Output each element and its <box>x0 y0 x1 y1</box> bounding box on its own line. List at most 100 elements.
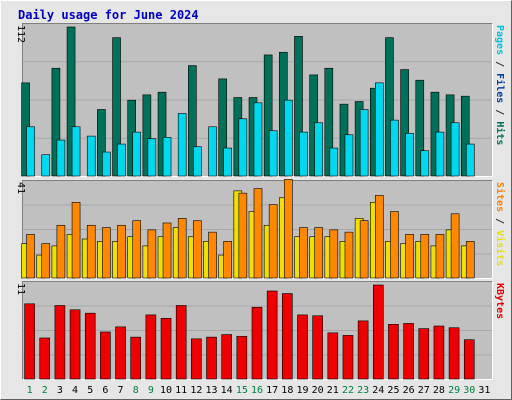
bar-sites-day-5 <box>86 224 96 279</box>
x-tick-label: 23 <box>357 385 369 396</box>
bar-pages-day-3 <box>56 139 66 177</box>
bar-hits-day-4 <box>66 26 76 177</box>
bar-pages-day-9 <box>147 138 157 177</box>
bar-sites-day-22 <box>344 231 354 279</box>
panel-hits-files-pages: 112 Pages / Files / Hits <box>15 23 506 177</box>
bar-kbytes-day-26 <box>403 323 414 380</box>
x-tick-label: 29 <box>448 385 460 396</box>
bar-pages-day-30 <box>465 143 475 177</box>
bar-kbytes-day-25 <box>388 324 399 380</box>
x-tick-label: 1 <box>27 385 33 396</box>
bar-hits-day-12 <box>188 65 197 177</box>
x-tick-label: 21 <box>327 385 339 396</box>
bar-kbytes-day-20 <box>312 315 323 380</box>
bar-kbytes-day-5 <box>84 312 96 380</box>
bar-sites-day-21 <box>329 229 339 279</box>
legend-entry: Visits <box>494 230 506 266</box>
bar-kbytes-day-29 <box>448 327 460 380</box>
bar-kbytes-day-7 <box>115 326 126 380</box>
legend-entry: KBytes <box>494 283 505 319</box>
bar-sites-day-6 <box>102 227 111 279</box>
x-tick-label: 7 <box>118 385 124 396</box>
bar-kbytes-day-24 <box>372 284 384 380</box>
bar-pages-day-1 <box>26 126 35 177</box>
x-tick-label: 13 <box>205 385 217 396</box>
bar-sites-day-26 <box>405 234 414 279</box>
x-tick-label: 15 <box>236 385 248 396</box>
bar-hits-day-17 <box>263 54 273 177</box>
bar-pages-day-22 <box>344 134 354 177</box>
bar-sites-day-9 <box>147 229 157 279</box>
bar-sites-day-23 <box>359 220 369 279</box>
bar-pages-day-25 <box>390 119 399 177</box>
bar-pages-day-24 <box>374 82 384 177</box>
x-tick-label: 28 <box>433 385 445 396</box>
bar-pages-day-23 <box>359 109 369 177</box>
bar-pages-day-18 <box>284 99 293 177</box>
series-legend: Pages / Files / Hits <box>494 25 506 145</box>
bar-hits-day-26 <box>400 69 409 177</box>
bar-sites-day-19 <box>299 227 308 279</box>
x-tick-label: 2 <box>42 385 48 396</box>
bar-sites-day-14 <box>223 241 232 279</box>
bar-hits-day-9 <box>142 94 152 177</box>
bar-kbytes-day-11 <box>175 305 187 380</box>
plot-edge-light <box>22 23 493 177</box>
bar-kbytes-day-19 <box>297 314 308 380</box>
bar-kbytes-day-21 <box>327 332 339 380</box>
bar-hits-day-10 <box>157 91 167 177</box>
bar-pages-day-20 <box>314 122 323 177</box>
bar-kbytes-day-30 <box>463 339 475 380</box>
bar-pages-day-8 <box>132 131 142 177</box>
bar-pages-day-21 <box>329 147 339 177</box>
legend-entry: / <box>494 103 505 121</box>
legend-entry: Sites <box>494 182 506 212</box>
x-tick-label: 12 <box>190 385 202 396</box>
bar-sites-day-28 <box>435 234 445 279</box>
legend-entry: Pages <box>494 25 505 55</box>
bar-sites-day-25 <box>390 211 399 279</box>
bar-pages-day-16 <box>253 102 263 177</box>
x-tick-label: 24 <box>372 385 384 396</box>
x-tick-label: 26 <box>403 385 415 396</box>
x-tick-label: 22 <box>342 385 354 396</box>
bar-sites-day-11 <box>177 218 187 279</box>
bar-hits-day-21 <box>324 67 334 177</box>
x-tick-label: 27 <box>418 385 430 396</box>
bar-pages-day-14 <box>223 147 232 177</box>
bar-pages-day-4 <box>71 126 81 177</box>
bar-sites-day-3 <box>56 224 66 279</box>
plot-edge-dark <box>22 281 493 380</box>
bar-pages-day-27 <box>420 150 430 177</box>
bar-pages-day-28 <box>435 131 445 177</box>
bar-kbytes-day-4 <box>69 309 81 380</box>
x-tick-label: 25 <box>387 385 399 396</box>
bar-pages-day-6 <box>102 151 111 177</box>
series-legend: Sites / Visits <box>494 182 506 266</box>
x-tick-label: 30 <box>463 385 475 396</box>
bar-pages-day-10 <box>162 137 172 177</box>
bar-pages-day-2 <box>41 154 51 177</box>
bar-pages-day-26 <box>405 133 414 177</box>
legend-entry: Files <box>494 73 506 103</box>
bar-hits-day-27 <box>415 79 425 177</box>
bar-hits-day-25 <box>385 37 394 177</box>
bar-pages-day-15 <box>238 118 248 177</box>
legend-entry: / <box>494 212 505 230</box>
bar-hits-day-14 <box>218 78 227 177</box>
bar-sites-day-10 <box>162 222 172 279</box>
bar-kbytes-day-10 <box>160 318 172 380</box>
x-tick-label: 4 <box>72 385 78 396</box>
bar-sites-day-7 <box>117 224 126 279</box>
legend-entry: / <box>494 55 505 73</box>
bar-kbytes-day-8 <box>130 336 142 380</box>
bar-sites-day-27 <box>420 234 430 279</box>
panel-visits-sites: 41 Sites / Visits <box>15 179 506 279</box>
bar-kbytes-day-1 <box>24 303 35 380</box>
bar-sites-day-30 <box>465 241 475 279</box>
panel-kbytes: 11 KBytes <box>15 281 505 380</box>
x-tick-label: 31 <box>478 385 490 396</box>
x-tick-label: 11 <box>175 385 187 396</box>
x-tick-label: 19 <box>296 385 308 396</box>
x-tick-label: 10 <box>160 385 172 396</box>
